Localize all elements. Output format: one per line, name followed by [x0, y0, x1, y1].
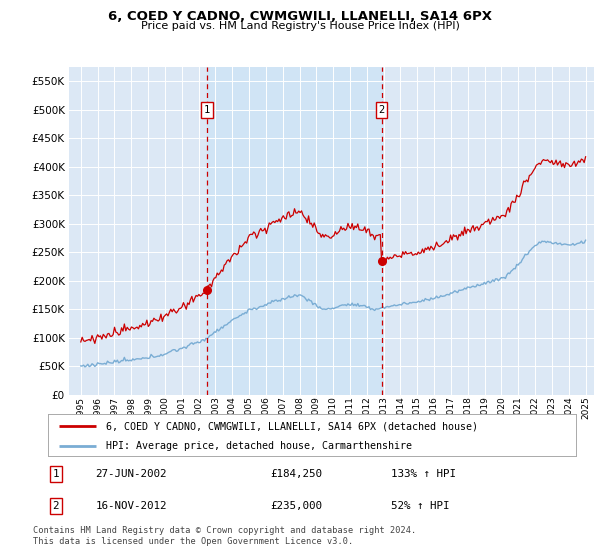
- Text: 133% ↑ HPI: 133% ↑ HPI: [391, 469, 456, 479]
- Text: 1: 1: [53, 469, 59, 479]
- Text: Price paid vs. HM Land Registry's House Price Index (HPI): Price paid vs. HM Land Registry's House …: [140, 21, 460, 31]
- Text: 6, COED Y CADNO, CWMGWILI, LLANELLI, SA14 6PX: 6, COED Y CADNO, CWMGWILI, LLANELLI, SA1…: [108, 10, 492, 23]
- Text: 1: 1: [204, 105, 210, 115]
- Text: £235,000: £235,000: [270, 501, 322, 511]
- Text: 16-NOV-2012: 16-NOV-2012: [95, 501, 167, 511]
- Text: 2: 2: [379, 105, 385, 115]
- Text: HPI: Average price, detached house, Carmarthenshire: HPI: Average price, detached house, Carm…: [106, 441, 412, 451]
- Text: 52% ↑ HPI: 52% ↑ HPI: [391, 501, 450, 511]
- Text: Contains HM Land Registry data © Crown copyright and database right 2024.
This d: Contains HM Land Registry data © Crown c…: [33, 526, 416, 546]
- Bar: [207, 67, 382, 395]
- Text: 27-JUN-2002: 27-JUN-2002: [95, 469, 167, 479]
- Text: £184,250: £184,250: [270, 469, 322, 479]
- Text: 6, COED Y CADNO, CWMGWILI, LLANELLI, SA14 6PX (detached house): 6, COED Y CADNO, CWMGWILI, LLANELLI, SA1…: [106, 421, 478, 431]
- Text: 2: 2: [53, 501, 59, 511]
